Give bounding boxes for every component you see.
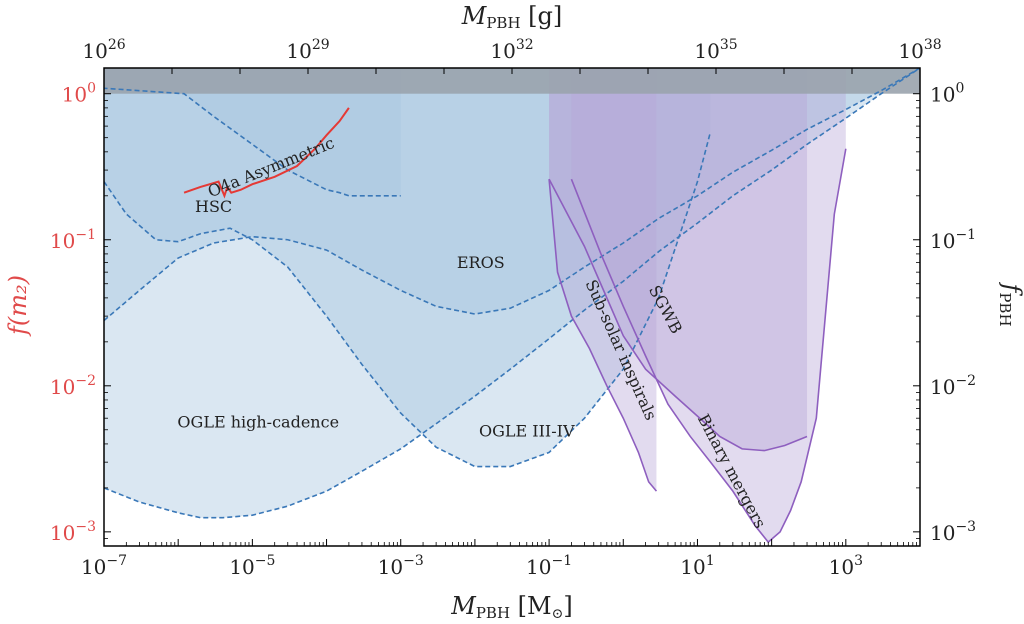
x2-tick-label: 1035 (694, 37, 737, 63)
x-axis-title: MPBH [M⊙] (450, 592, 572, 622)
fill-hsc (104, 68, 401, 196)
x2-tick-label: 1032 (490, 37, 533, 63)
x-tick-label: 10−5 (229, 553, 275, 579)
axis-ticks: 10−7 10−5 10−3 10−1 101 103 1026 1029 1032 1035 10… (50, 37, 976, 579)
y-tick-label-right: 100 (930, 81, 964, 107)
plot-area (104, 68, 920, 546)
label-ogle-high-cadence: OGLE high-cadence (177, 412, 339, 431)
label-ogle-iii-iv: OGLE III-IV (479, 421, 575, 440)
x-tick-label: 10−3 (378, 553, 424, 579)
y-axis-title-left: f(m₂) (4, 275, 32, 337)
y-tick-label-left: 10−2 (50, 373, 96, 399)
x-tick-label: 101 (680, 553, 714, 579)
x2-axis-title: MPBH [g] (461, 2, 563, 32)
y-tick-label-left: 10−3 (50, 519, 96, 545)
curve-sgwb (548, 178, 808, 452)
fill-binary-mergers (571, 68, 846, 543)
fill-ogle-iii-iv (104, 68, 711, 467)
y-tick-label-right: 10−1 (930, 227, 976, 253)
label-eros: EROS (457, 253, 505, 272)
y-tick-label-right: 10−2 (930, 373, 976, 399)
curve-ogle-iii-iv (104, 131, 712, 468)
x2-tick-label: 1029 (286, 37, 329, 63)
y-tick-label-left: 10−1 (50, 227, 96, 253)
curve-ogle-high-cadence (104, 68, 920, 519)
x-tick-label: 103 (829, 553, 863, 579)
curve-eros (104, 68, 920, 322)
fill-sub-solar-inspirals (549, 68, 657, 492)
x-tick-label: 10−1 (526, 553, 572, 579)
x2-tick-label: 1038 (898, 37, 941, 63)
x2-tick-label: 1026 (82, 37, 125, 63)
x-tick-label: 10−7 (81, 553, 127, 579)
curve-o4a-asymmetric (183, 107, 350, 199)
fill-eros (104, 68, 920, 321)
curve-sub-solar-inspirals (548, 179, 658, 492)
y-axis-title-right: fPBH (996, 281, 1024, 326)
curve-binary-mergers (570, 148, 847, 544)
label-hsc: HSC (195, 197, 232, 216)
fill-sgwb (549, 68, 808, 451)
y-tick-label-right: 10−3 (930, 519, 976, 545)
y-tick-label-left: 100 (62, 81, 96, 107)
